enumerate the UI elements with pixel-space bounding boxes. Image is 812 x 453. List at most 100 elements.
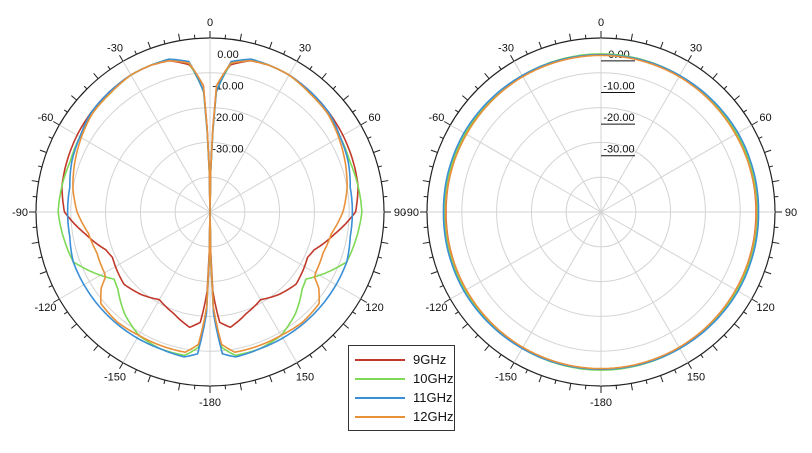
- tick-mark: [569, 33, 572, 41]
- tick-mark: [352, 109, 357, 113]
- tick-mark: [764, 149, 772, 153]
- angle-label: 150: [687, 372, 705, 384]
- tick-mark: [498, 354, 502, 359]
- tick-mark: [107, 65, 111, 70]
- tick-mark: [309, 65, 313, 70]
- tick-mark: [474, 85, 479, 90]
- tick-mark: [743, 109, 748, 113]
- tick-mark: [439, 136, 444, 139]
- legend-label: 9GHz: [413, 352, 447, 367]
- grid-spoke: [122, 211, 211, 363]
- tick-mark: [474, 334, 479, 339]
- angle-label: 60: [368, 112, 380, 124]
- angle-label: -150: [104, 372, 126, 384]
- radial-label: -10.00: [603, 80, 634, 92]
- angle-label: 120: [365, 302, 383, 314]
- tick-mark: [772, 180, 780, 183]
- tick-mark: [422, 180, 430, 183]
- angle-label: -60: [429, 112, 445, 124]
- tick-mark: [296, 54, 301, 62]
- tick-mark: [48, 285, 53, 288]
- tick-mark: [687, 54, 692, 62]
- angle-ticks: [420, 31, 782, 393]
- tick-mark: [462, 95, 469, 101]
- tick-mark: [430, 149, 438, 153]
- tick-mark: [660, 375, 664, 383]
- angle-label: 150: [296, 372, 314, 384]
- series-line-10ghz: [443, 53, 759, 371]
- polar-grid: [426, 37, 776, 387]
- tick-mark: [645, 379, 648, 385]
- radial-label: -30.00: [212, 144, 243, 156]
- series-group: [57, 58, 363, 358]
- tick-mark: [758, 285, 763, 288]
- tick-mark: [428, 256, 434, 259]
- series-line-12ghz: [444, 54, 758, 370]
- angle-label: 0: [207, 17, 213, 29]
- tick-mark: [283, 50, 286, 55]
- tick-mark: [674, 369, 677, 374]
- grid-spoke: [209, 211, 361, 300]
- tick-mark: [443, 121, 451, 126]
- grid-spoke: [600, 211, 752, 300]
- tick-mark: [768, 256, 774, 259]
- tick-mark: [554, 379, 557, 385]
- angle-label: 60: [759, 112, 771, 124]
- tick-mark: [645, 39, 648, 45]
- tick-mark: [723, 85, 728, 90]
- tick-mark: [751, 298, 759, 303]
- tick-mark: [484, 344, 490, 351]
- angle-label: 90: [394, 207, 406, 219]
- tick-mark: [63, 109, 68, 113]
- tick-mark: [733, 95, 740, 101]
- grid-spoke: [209, 124, 361, 213]
- tick-mark: [510, 54, 515, 62]
- grid-spoke: [209, 61, 298, 213]
- tick-mark: [569, 383, 572, 391]
- polar-plot-left: 0 30 60 90 120 150 -180 -150 -120 -90 -60 -300.00 -1…: [12, 17, 406, 409]
- grid-spoke: [600, 61, 689, 213]
- angle-label: -90: [403, 207, 419, 219]
- legend: 9GHz 10GHz 11GHz 12GHz: [348, 345, 455, 431]
- tick-mark: [178, 33, 181, 41]
- tick-mark: [119, 54, 124, 62]
- legend-label: 12GHz: [413, 409, 454, 424]
- tick-mark: [71, 323, 78, 329]
- legend-item-12ghz: 12GHz: [355, 407, 453, 426]
- angle-label: -120: [425, 302, 447, 314]
- tick-mark: [700, 65, 704, 70]
- angle-label: 120: [756, 302, 774, 314]
- tick-mark: [332, 334, 337, 339]
- angle-label: -120: [34, 302, 56, 314]
- tick-mark: [723, 334, 728, 339]
- angle-label: 0: [598, 17, 604, 29]
- legend-swatch: [355, 377, 405, 380]
- grid-spoke: [122, 61, 211, 213]
- tick-mark: [37, 256, 43, 259]
- tick-mark: [367, 136, 372, 139]
- tick-mark: [462, 323, 469, 329]
- tick-mark: [700, 354, 704, 359]
- tick-mark: [498, 65, 502, 70]
- tick-mark: [430, 271, 438, 275]
- angle-label: 90: [785, 207, 797, 219]
- angle-label: 30: [690, 42, 702, 54]
- grid-spoke: [59, 211, 211, 300]
- legend-swatch: [355, 358, 405, 361]
- series-group: [442, 53, 760, 371]
- tick-mark: [373, 271, 381, 275]
- grid-spoke: [450, 211, 602, 300]
- grid-spoke: [209, 211, 298, 363]
- tick-mark: [52, 121, 60, 126]
- tick-mark: [119, 362, 124, 370]
- radial-label: -30.00: [603, 144, 634, 156]
- tick-mark: [751, 121, 759, 126]
- tick-mark: [743, 311, 748, 315]
- tick-mark: [63, 311, 68, 315]
- tick-mark: [342, 323, 349, 329]
- tick-mark: [454, 109, 459, 113]
- tick-mark: [373, 149, 381, 153]
- tick-mark: [163, 39, 166, 45]
- angle-label: -180: [590, 397, 612, 409]
- tick-mark: [134, 50, 137, 55]
